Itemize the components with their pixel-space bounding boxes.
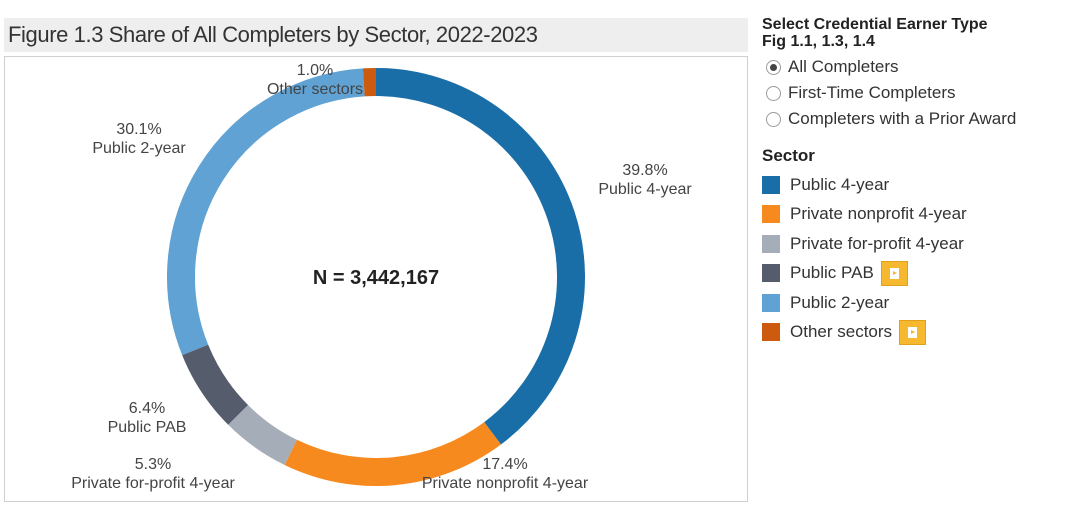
option-all-completers[interactable]: All Completers bbox=[762, 54, 1078, 80]
figure-title: Figure 1.3 Share of All Completers by Se… bbox=[4, 18, 748, 52]
earner-type-subheading: Fig 1.1, 1.3, 1.4 bbox=[762, 33, 875, 50]
data-label-public-4-year: 39.8% Public 4-year bbox=[598, 162, 692, 198]
slice-public-4-year[interactable] bbox=[375, 68, 585, 445]
legend-label: Private for-profit 4-year bbox=[790, 233, 964, 253]
legend-item-public-4-year[interactable]: Public 4-year bbox=[762, 170, 1078, 200]
data-label-public-2-year: 30.1% Public 2-year bbox=[92, 121, 186, 157]
center-total-label: N = 3,442,167 bbox=[313, 267, 439, 289]
option-prior-award-completers[interactable]: Completers with a Prior Award bbox=[762, 106, 1078, 132]
data-label-public-pab: 6.4% Public PAB bbox=[108, 400, 187, 436]
filter-panel: Select Credential Earner Type Fig 1.1, 1… bbox=[762, 16, 1078, 347]
legend-label: Public PAB bbox=[790, 263, 874, 283]
legend-swatch bbox=[762, 234, 780, 253]
legend-item-other-sectors[interactable]: Other sectors bbox=[762, 318, 1078, 348]
chart-frame: 39.8% Public 4-year 17.4% Private nonprofit… bbox=[4, 56, 748, 502]
legend-label: Public 2-year bbox=[790, 292, 890, 312]
legend-swatch bbox=[762, 293, 780, 312]
donut-chart: 39.8% Public 4-year 17.4% Private nonprofit… bbox=[71, 62, 692, 492]
earner-type-options: All Completers First-Time Completers Com… bbox=[762, 54, 1078, 132]
legend-item-private-nonprofit-4-year[interactable]: Private nonprofit 4-year bbox=[762, 200, 1078, 230]
legend-heading: Sector bbox=[762, 146, 815, 165]
legend-swatch bbox=[762, 264, 780, 283]
note-icon[interactable] bbox=[899, 319, 927, 345]
legend-item-private-for-profit-4-year[interactable]: Private for-profit 4-year bbox=[762, 229, 1078, 259]
legend-item-public-pab[interactable]: Public PAB bbox=[762, 259, 1078, 289]
legend-item-public-2-year[interactable]: Public 2-year bbox=[762, 288, 1078, 318]
radio-button-checked[interactable] bbox=[766, 59, 781, 75]
legend-label: Other sectors bbox=[790, 322, 893, 342]
option-label: First-Time Completers bbox=[788, 83, 956, 102]
radio-button[interactable] bbox=[766, 85, 781, 101]
sector-legend: Public 4-year Private nonprofit 4-year P… bbox=[762, 170, 1078, 347]
option-label: Completers with a Prior Award bbox=[788, 109, 1017, 128]
data-label-other-sectors: 1.0% Other sectors bbox=[267, 62, 363, 98]
slice-private-nonprofit-4-year[interactable] bbox=[284, 421, 501, 486]
radio-button[interactable] bbox=[766, 111, 781, 127]
earner-type-heading: Select Credential Earner Type bbox=[762, 16, 988, 33]
legend-label: Private nonprofit 4-year bbox=[790, 204, 967, 224]
legend-swatch bbox=[762, 175, 780, 194]
legend-swatch bbox=[762, 205, 780, 224]
option-first-time-completers[interactable]: First-Time Completers bbox=[762, 80, 1078, 106]
slice-private-for-profit-4-year[interactable] bbox=[228, 404, 298, 465]
legend-label: Public 4-year bbox=[790, 174, 890, 194]
note-icon[interactable] bbox=[880, 260, 908, 286]
data-label-private-for-profit-4-year: 5.3% Private for-profit 4-year bbox=[71, 456, 235, 492]
option-label: All Completers bbox=[788, 57, 899, 76]
data-label-private-nonprofit-4-year: 17.4% Private nonprofit 4-year bbox=[422, 456, 589, 492]
slice-public-pab[interactable] bbox=[182, 344, 249, 425]
slice-public-2-year[interactable] bbox=[167, 68, 365, 356]
legend-swatch bbox=[762, 323, 780, 342]
